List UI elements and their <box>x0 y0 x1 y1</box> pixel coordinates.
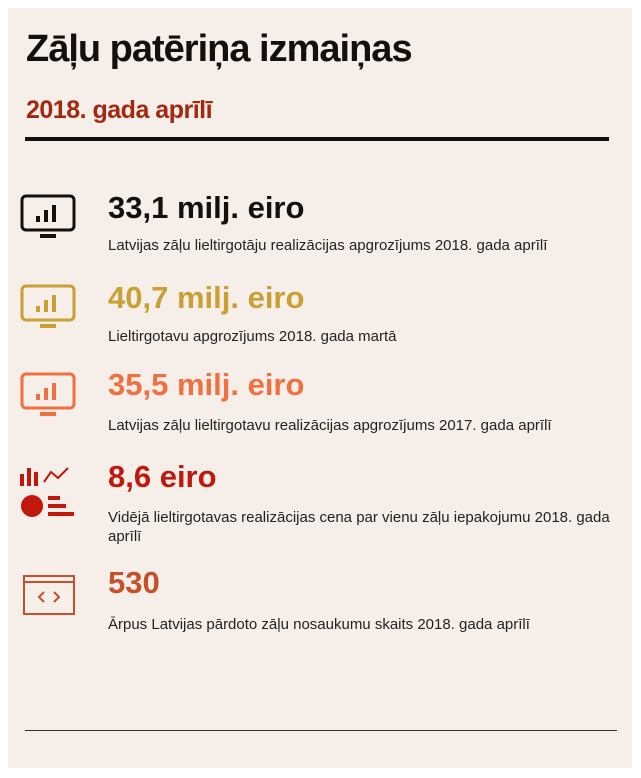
footer-rule <box>25 730 617 731</box>
item-description: Ārpus Latvijas pārdoto zāļu nosaukumu sk… <box>108 616 530 633</box>
item-value: 8,6 eiro <box>108 459 217 494</box>
divider <box>25 137 609 141</box>
title: Zāļu patēriņa izmaiņas <box>26 28 413 70</box>
item-description: Latvijas zāļu lieltirgotāju realizācijas… <box>108 237 548 254</box>
analytics-icon <box>20 467 74 517</box>
item-description: Latvijas zāļu lieltirgotavu realizācijas… <box>108 417 552 434</box>
subtitle: 2018. gada aprīlī <box>26 96 213 124</box>
item-value: 35,5 milj. eiro <box>108 367 305 402</box>
monitor-icon <box>20 284 76 328</box>
card <box>8 8 632 768</box>
monitor-icon <box>20 194 76 238</box>
code-icon <box>23 575 75 615</box>
item-value: 40,7 milj. eiro <box>108 280 305 315</box>
item-value: 530 <box>108 565 160 600</box>
item-description: Vidējā lieltirgotavas realizācijas cena … <box>108 509 610 545</box>
item-value: 33,1 milj. eiro <box>108 190 305 225</box>
item-description: Lieltirgotavu apgrozījums 2018. gada mar… <box>108 328 397 345</box>
monitor-icon <box>20 372 76 416</box>
